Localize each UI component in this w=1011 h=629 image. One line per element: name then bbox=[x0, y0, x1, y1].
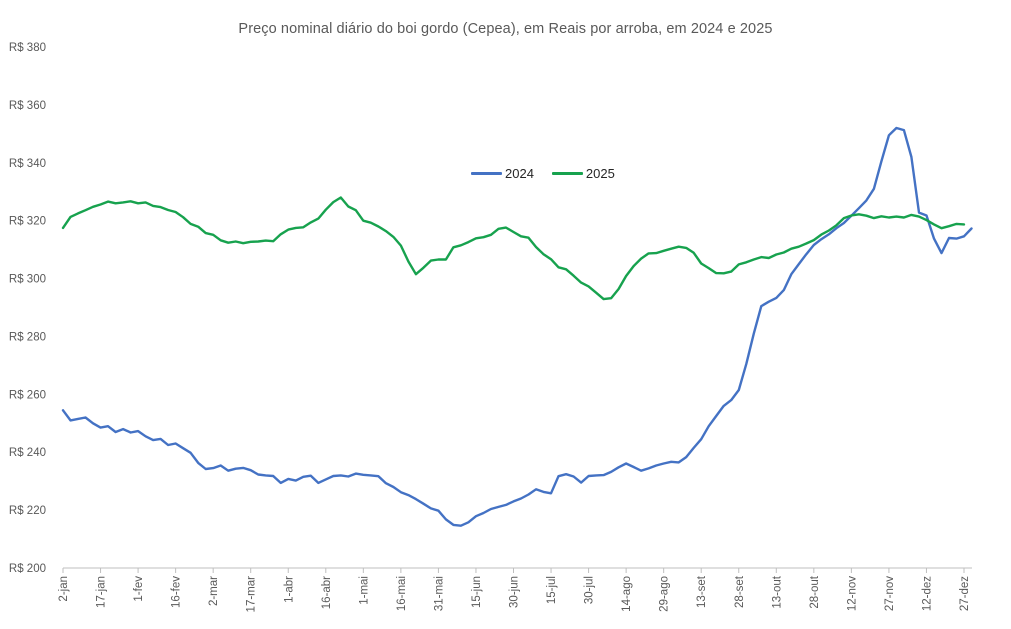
legend-swatch-2025-icon bbox=[551, 172, 583, 175]
y-tick-label: R$ 320 bbox=[9, 216, 46, 228]
series-line-2024[interactable] bbox=[61, 126, 973, 527]
x-tick-label: 15-jul bbox=[546, 576, 558, 604]
y-tick-label: R$ 200 bbox=[9, 563, 46, 575]
x-tick-label: 13-set bbox=[696, 575, 708, 608]
x-tick-label: 28-out bbox=[809, 575, 821, 608]
x-tick-label: 12-nov bbox=[846, 576, 858, 611]
x-tick-label: 29-ago bbox=[659, 576, 671, 612]
x-tick-label: 27-nov bbox=[884, 576, 896, 611]
x-tick-label: 27-dez bbox=[959, 576, 971, 611]
legend-item-2025[interactable]: 2025 bbox=[551, 166, 615, 181]
x-tick-label: 2-mar bbox=[208, 576, 220, 606]
x-tick-label: 16-fev bbox=[171, 576, 183, 608]
x-tick-label: 17-jan bbox=[96, 576, 108, 608]
x-tick-label: 30-jun bbox=[509, 576, 521, 608]
legend-swatch-2024-icon bbox=[471, 172, 502, 175]
y-tick-label: R$ 380 bbox=[9, 42, 46, 54]
x-tick-label: 1-fev bbox=[133, 576, 145, 602]
x-tick-label: 2-jan bbox=[58, 576, 70, 602]
y-tick-label: R$ 360 bbox=[9, 100, 46, 112]
x-tick-label: 30-jul bbox=[584, 576, 596, 604]
legend: 2024 2025 bbox=[471, 166, 615, 181]
y-tick-label: R$ 220 bbox=[9, 505, 46, 517]
x-tick-label: 13-out bbox=[771, 575, 783, 608]
y-tick-label: R$ 280 bbox=[9, 331, 46, 343]
x-tick-label: 28-set bbox=[734, 575, 746, 608]
x-tick-label: 14-ago bbox=[621, 576, 633, 612]
chart-title: Preço nominal diário do boi gordo (Cepea… bbox=[238, 21, 773, 37]
series-line-2025[interactable] bbox=[61, 196, 966, 301]
legend-label-2024: 2024 bbox=[505, 166, 534, 181]
x-tick-label: 16-abr bbox=[321, 576, 333, 609]
legend-label-2025: 2025 bbox=[585, 166, 615, 181]
x-tick-label: 1-abr bbox=[283, 576, 295, 603]
legend-item-2024[interactable]: 2024 bbox=[471, 166, 534, 181]
y-tick-label: R$ 240 bbox=[9, 447, 46, 459]
x-tick-label: 12-dez bbox=[921, 576, 933, 611]
y-tick-label: R$ 340 bbox=[9, 158, 46, 170]
x-tick-label: 15-jun bbox=[471, 576, 483, 608]
y-tick-label: R$ 300 bbox=[9, 274, 46, 286]
x-tick-label: 17-mar bbox=[246, 576, 258, 613]
x-tick-label: 16-mai bbox=[396, 576, 408, 611]
x-tick-label: 1-mai bbox=[358, 576, 370, 605]
x-tick-label: 31-mai bbox=[433, 576, 445, 611]
y-tick-label: R$ 260 bbox=[9, 389, 46, 401]
